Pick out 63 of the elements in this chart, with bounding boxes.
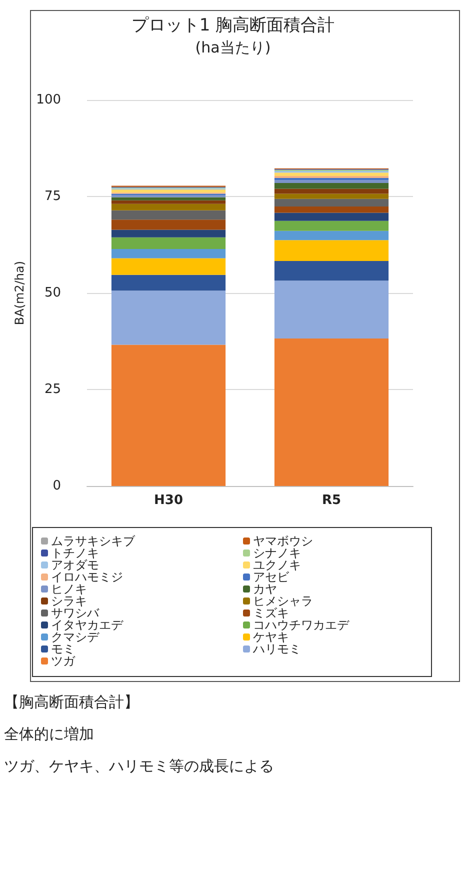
bar <box>274 198 389 207</box>
bar <box>274 338 389 486</box>
bar <box>274 220 389 231</box>
text: 【胸高断面積合計】 <box>4 692 140 713</box>
bar <box>111 200 226 204</box>
chart-subtitle: (ha当たり) <box>195 38 271 56</box>
legend-label: ヒメシャラ <box>253 594 313 608</box>
legend-label: コハウチワカエデ <box>253 618 350 632</box>
x-tick-label: H30 <box>154 493 183 508</box>
bar <box>111 194 226 198</box>
bar <box>111 210 226 220</box>
text: 全体的に増加 <box>4 724 95 745</box>
bar <box>274 260 389 281</box>
legend-label: イロハモミジ <box>51 570 123 584</box>
legend-label: ケヤキ <box>253 630 289 644</box>
bar <box>111 197 226 200</box>
bar <box>111 190 226 193</box>
text: ツガ、ケヤキ、ハリモミ等の成長による <box>4 756 275 777</box>
y-axis-title: BA(m2/ha) <box>12 260 26 326</box>
bar <box>111 248 226 258</box>
x-tick-label: R5 <box>322 493 342 508</box>
bar <box>274 172 389 176</box>
bar <box>274 182 389 189</box>
bar <box>111 274 226 291</box>
legend-label: ヒノキ <box>51 582 87 596</box>
chart-title: プロット1 胸高断面積合計 <box>131 16 335 36</box>
legend-label: クマシデ <box>51 630 100 644</box>
bar <box>274 230 389 240</box>
bar <box>274 206 389 213</box>
legend-label: モミ <box>51 642 75 656</box>
bar <box>111 204 226 210</box>
y-tick-label: 50 <box>44 286 61 300</box>
legend-label: ツガ <box>51 654 76 668</box>
bar <box>274 188 389 194</box>
bar <box>274 240 389 261</box>
y-tick-label: 0 <box>52 478 61 494</box>
bar <box>274 212 389 221</box>
legend-label: トチノキ <box>51 546 99 560</box>
legend-label: ハリモミ <box>252 642 301 656</box>
bar <box>111 344 226 486</box>
legend-label: アセビ <box>253 570 290 584</box>
bar <box>274 180 389 183</box>
bar <box>274 280 389 339</box>
legend-label: カヤ <box>253 582 277 596</box>
y-tick-label: 25 <box>44 382 61 397</box>
bar <box>111 230 226 238</box>
legend-label: イタヤカエデ <box>51 618 124 632</box>
bar <box>111 290 226 345</box>
legend-label: ヤマボウシ <box>253 534 313 548</box>
bar <box>111 237 226 249</box>
legend-label: ミズキ <box>253 606 289 620</box>
y-tick-label: 100 <box>36 92 61 108</box>
legend-label: シラキ <box>51 594 87 608</box>
legend-label: シナノキ <box>253 546 301 560</box>
bar <box>274 178 389 180</box>
legend-label: アオダモ <box>51 558 99 572</box>
legend-label: サワシバ <box>51 606 100 620</box>
legend-label: ユクノキ <box>253 558 301 572</box>
bar <box>111 258 226 275</box>
bar <box>111 220 226 230</box>
y-tick-label: 75 <box>44 189 61 204</box>
bar <box>274 194 389 199</box>
legend-label: ムラサキシキブ <box>51 534 136 548</box>
